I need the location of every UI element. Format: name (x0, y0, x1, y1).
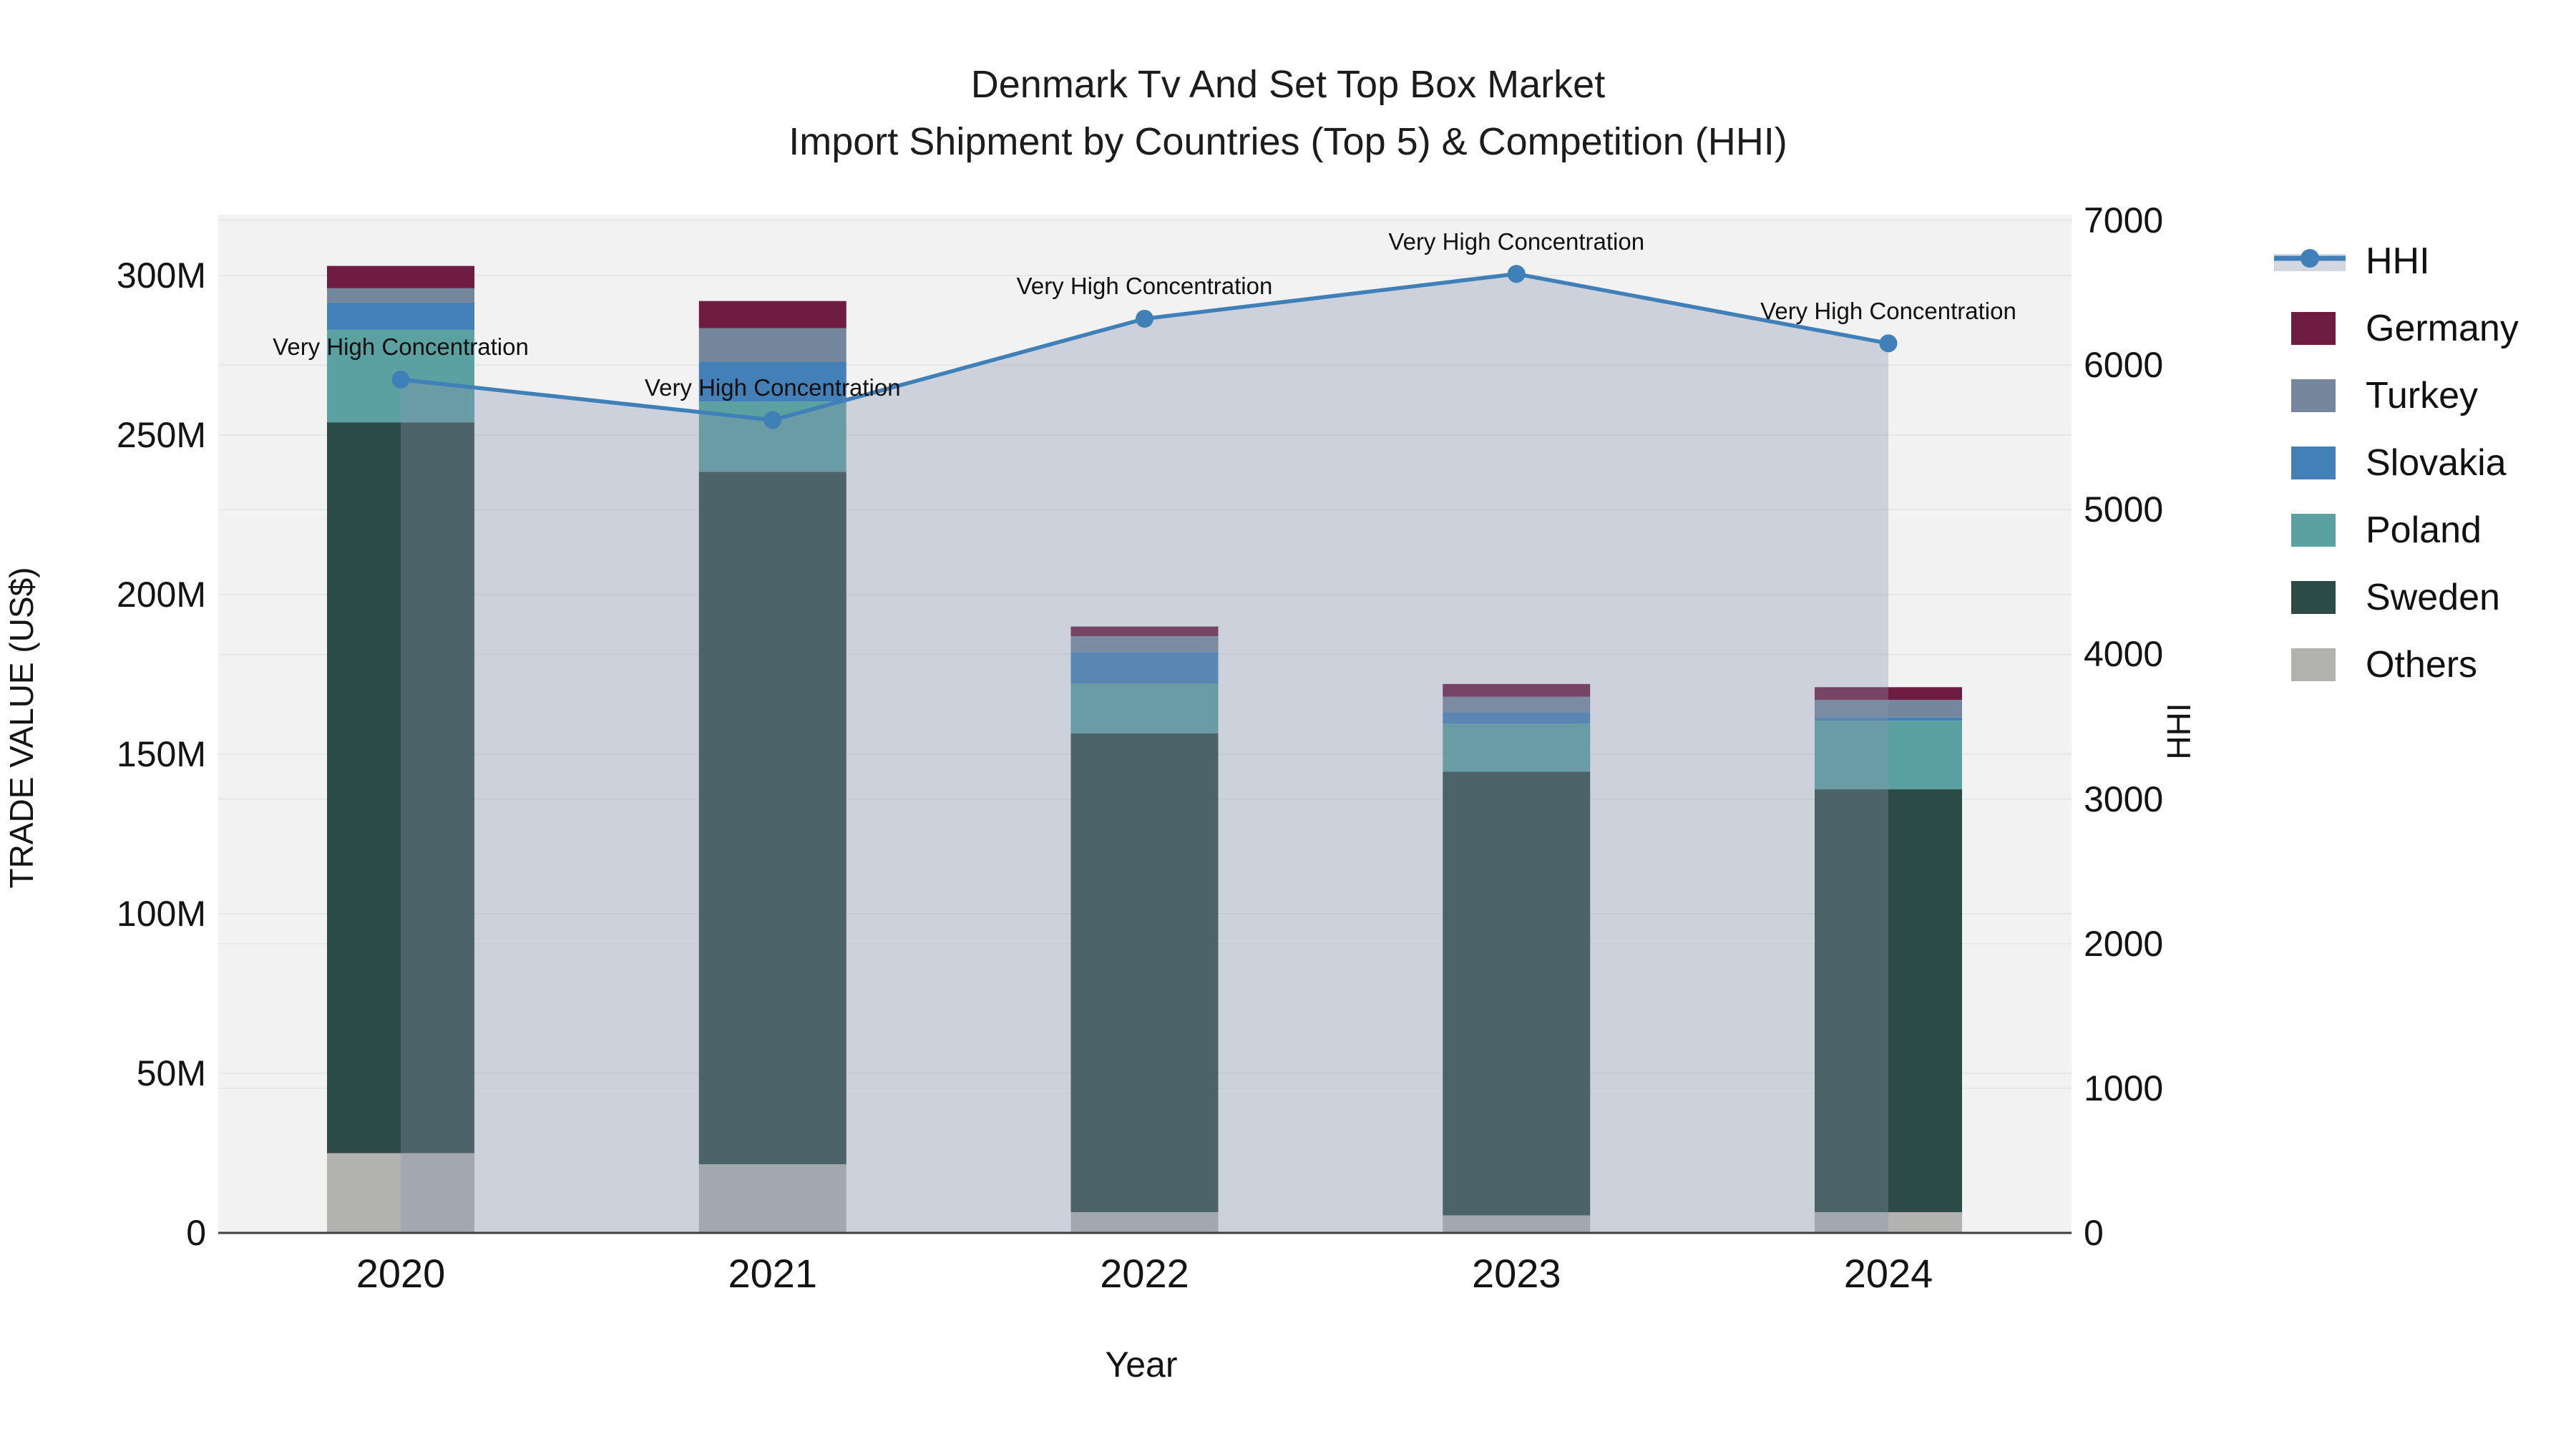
right-tick-label: 3000 (2084, 779, 2164, 819)
x-tick-label-2021: 2021 (728, 1251, 818, 1296)
hhi-annotation-2021: Very High Concentration (644, 374, 901, 401)
bar-segment-others-2023[interactable] (1443, 1215, 1591, 1233)
right-tick-label: 2000 (2084, 923, 2164, 964)
poland-swatch-icon (2274, 509, 2346, 552)
left-tick-label: 250M (116, 415, 206, 455)
legend-item-others[interactable]: Others (2274, 631, 2575, 698)
hhi-annotation-2024: Very High Concentration (1760, 297, 2016, 324)
x-tick-label-2020: 2020 (356, 1251, 446, 1296)
legend: HHI Germany Turkey Slovakia Poland Sweden Othe… (2274, 228, 2575, 698)
left-tick-label: 0 (186, 1213, 206, 1253)
legend-item-sweden[interactable]: Sweden (2274, 564, 2575, 631)
right-tick-label: 6000 (2084, 345, 2164, 386)
bar-segment-germany-2024[interactable] (1815, 687, 1962, 701)
bar-segment-poland-2022[interactable] (1070, 683, 1219, 734)
right-tick-label: 7000 (2084, 200, 2164, 241)
bar-segment-others-2022[interactable] (1070, 1212, 1219, 1233)
bar-segment-others-2021[interactable] (698, 1164, 847, 1233)
hhi-annotation-2020: Very High Concentration (273, 333, 529, 361)
legend-item-hhi[interactable]: HHI (2274, 228, 2575, 295)
bar-segment-slovakia-2023[interactable] (1443, 713, 1591, 724)
left-tick-label: 50M (136, 1053, 206, 1093)
bar-segment-slovakia-2020[interactable] (327, 302, 474, 330)
bar-segment-germany-2022[interactable] (1070, 626, 1219, 636)
right-axis-title: HHI (2160, 703, 2197, 760)
right-tick-label: 5000 (2084, 489, 2164, 530)
bar-segment-sweden-2023[interactable] (1443, 771, 1591, 1216)
sweden-swatch-icon (2274, 576, 2346, 619)
hhi-annotation-2022: Very High Concentration (1016, 273, 1273, 300)
hhi-annotation-2023: Very High Concentration (1388, 228, 1645, 255)
legend-item-germany[interactable]: Germany (2274, 295, 2575, 362)
legend-label: Germany (2366, 308, 2519, 349)
bar-segment-turkey-2020[interactable] (327, 288, 474, 303)
bar-segment-slovakia-2024[interactable] (1815, 717, 1962, 721)
bar-segment-sweden-2021[interactable] (698, 472, 847, 1165)
bar-segment-others-2020[interactable] (327, 1153, 474, 1234)
bar-segment-turkey-2023[interactable] (1443, 696, 1591, 713)
left-axis-title: TRADE VALUE (US$) (3, 567, 40, 889)
hhi-marker-2023[interactable] (1507, 265, 1526, 283)
bar-segment-germany-2020[interactable] (327, 265, 474, 288)
x-tick-label-2022: 2022 (1100, 1251, 1189, 1296)
bar-segment-germany-2021[interactable] (698, 301, 847, 328)
x-tick-label-2024: 2024 (1843, 1251, 1933, 1296)
bar-segment-turkey-2022[interactable] (1070, 635, 1219, 653)
legend-item-poland[interactable]: Poland (2274, 497, 2575, 564)
bar-segment-others-2024[interactable] (1815, 1212, 1962, 1233)
legend-label: Others (2366, 644, 2478, 686)
x-axis-title: Year (1105, 1345, 1178, 1385)
left-tick-label: 150M (116, 734, 206, 774)
hhi-marker-2021[interactable] (763, 411, 782, 429)
left-tick-label: 300M (116, 255, 206, 296)
legend-label: Poland (2366, 509, 2482, 551)
hhi-marker-2020[interactable] (391, 370, 410, 389)
left-tick-label: 200M (116, 575, 206, 615)
hhi-line-sample-icon (2274, 240, 2346, 283)
bar-segment-sweden-2020[interactable] (327, 422, 474, 1153)
bar-segment-sweden-2022[interactable] (1070, 733, 1219, 1213)
hhi-area-fill (401, 273, 1888, 1234)
legend-item-slovakia[interactable]: Slovakia (2274, 429, 2575, 497)
hhi-marker-2022[interactable] (1136, 309, 1153, 328)
others-swatch-icon (2274, 643, 2346, 686)
left-tick-label: 100M (116, 894, 206, 934)
legend-label: Turkey (2366, 375, 2478, 416)
bar-segment-turkey-2021[interactable] (698, 328, 847, 362)
bar-segment-poland-2024[interactable] (1815, 721, 1962, 790)
legend-label: Sweden (2366, 577, 2500, 618)
legend-item-turkey[interactable]: Turkey (2274, 362, 2575, 429)
right-tick-label: 1000 (2084, 1068, 2164, 1108)
chart-title-line1: Denmark Tv And Set Top Box Market (970, 63, 1606, 106)
bar-segment-sweden-2024[interactable] (1815, 789, 1962, 1213)
legend-label: Slovakia (2366, 442, 2507, 484)
chart-title-line2: Import Shipment by Countries (Top 5) & C… (789, 120, 1787, 163)
right-tick-label: 4000 (2084, 634, 2164, 675)
legend-label: HHI (2366, 240, 2430, 282)
turkey-swatch-icon (2274, 374, 2346, 417)
x-tick-label-2023: 2023 (1471, 1251, 1561, 1296)
germany-swatch-icon (2274, 307, 2346, 350)
bar-segment-slovakia-2021[interactable] (698, 361, 847, 402)
bar-segment-germany-2023[interactable] (1443, 683, 1591, 697)
bar-segment-poland-2023[interactable] (1443, 723, 1591, 772)
bar-segment-turkey-2024[interactable] (1815, 700, 1962, 718)
slovakia-swatch-icon (2274, 441, 2346, 484)
bar-segment-slovakia-2022[interactable] (1070, 652, 1219, 684)
hhi-marker-2024[interactable] (1879, 334, 1898, 353)
right-tick-label: 0 (2084, 1213, 2104, 1253)
